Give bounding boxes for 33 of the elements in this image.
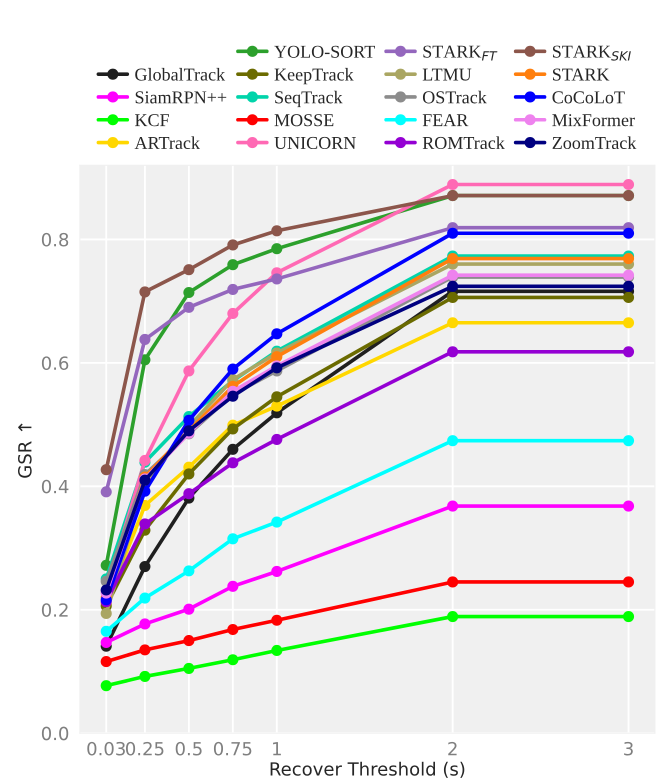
legend-label: ROMTrack — [422, 136, 505, 150]
legend-label: SiamRPN++ — [136, 91, 226, 104]
legend-label: KCF — [135, 114, 169, 126]
legend-label: LTMU — [422, 68, 472, 81]
legend-label: GlobalTrack — [135, 68, 226, 81]
y-tick-label: 0.8 — [42, 232, 68, 247]
legend-label: STARK — [552, 68, 610, 81]
legend-label: CoCoLoT — [552, 91, 625, 104]
legend-label: STARK$_{FT}$ — [423, 46, 498, 60]
x-axis-title: Recover Threshold (s) — [270, 762, 464, 778]
y-tick-label: 0.0 — [42, 726, 68, 740]
x-tick-label: 0.5 — [176, 742, 202, 756]
y-tick-label: 0.6 — [42, 356, 68, 370]
x-tick-label: 2 — [448, 742, 457, 756]
legend-label: MOSSE — [274, 114, 334, 126]
legend-label: UNICORN — [274, 136, 356, 150]
legend-label: ZoomTrack — [552, 136, 636, 150]
legend-label: ARTrack — [134, 136, 200, 150]
x-tick-label: 0.03 — [87, 742, 125, 756]
legend-label: STARK$_{SKI}$ — [552, 46, 631, 61]
legend-label: SeqTrack — [275, 90, 343, 108]
legend-label: YOLO-SORT — [274, 46, 375, 58]
x-tick-label: 1 — [273, 742, 281, 756]
legend-label: MixFormer — [552, 114, 635, 126]
legend-label: OSTrack — [422, 90, 487, 104]
legend-label: KeepTrack — [274, 68, 354, 84]
x-tick-label: 3 — [624, 742, 633, 756]
x-tick-label: 0.75 — [214, 742, 252, 756]
y-axis-title: GSR ↑ — [18, 424, 32, 478]
x-tick-label: 0.25 — [126, 742, 164, 756]
y-tick-label: 0.2 — [42, 603, 68, 617]
y-tick-label: 0.4 — [42, 480, 68, 494]
legend-label: FEAR — [422, 114, 468, 126]
